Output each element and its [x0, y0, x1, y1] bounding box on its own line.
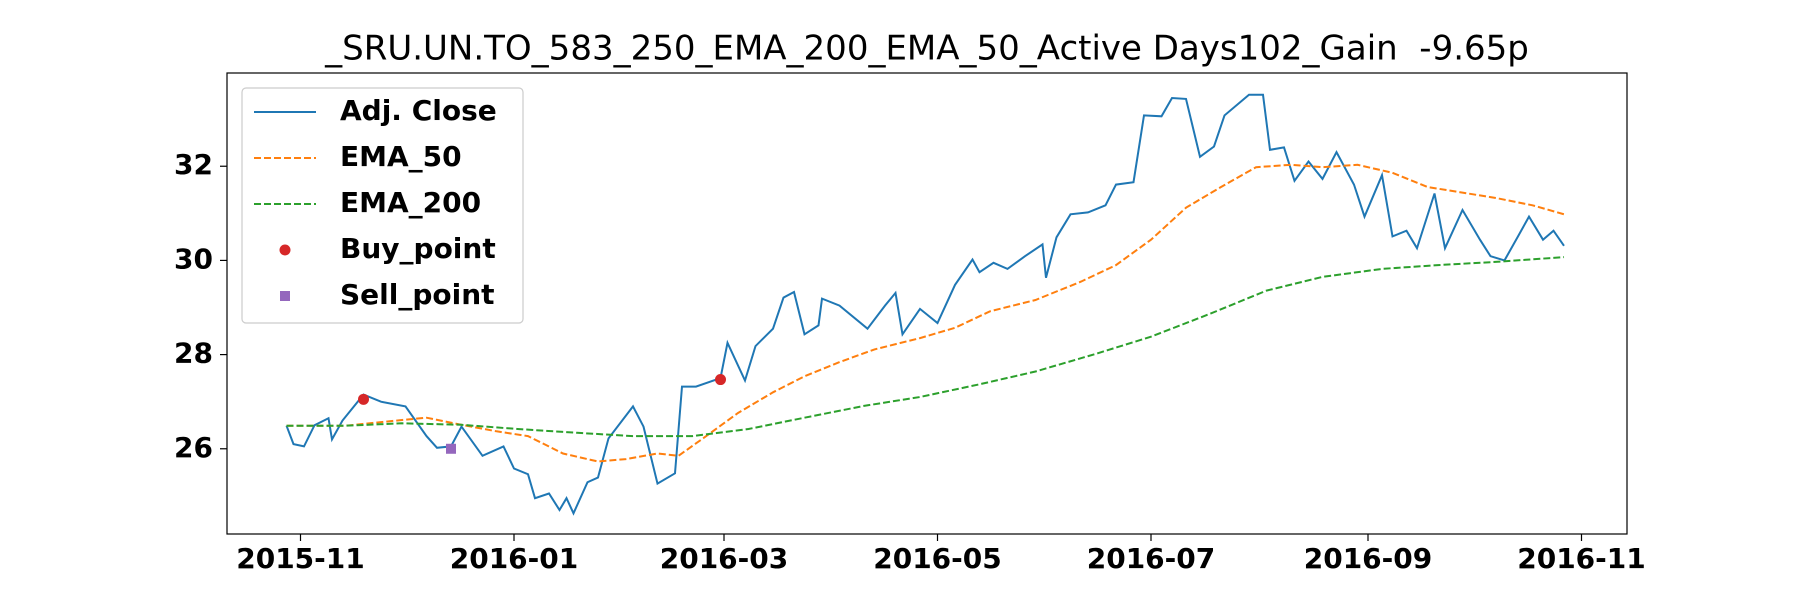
x-tick-label: 2016-03 [660, 542, 789, 575]
ema-line [286, 163, 1565, 463]
legend-label: Buy_point [340, 232, 496, 265]
legend-frame [241, 87, 524, 324]
legend-label: Sell_point [340, 278, 495, 311]
ema-line [286, 256, 1565, 438]
x-tick-label: 2016-07 [1087, 542, 1216, 575]
legend-label: EMA_50 [340, 140, 462, 173]
y-tick-label: 32 [174, 148, 213, 181]
trade-point [358, 393, 369, 405]
x-tick-label: 2016-11 [1517, 542, 1646, 575]
legend-marker [280, 291, 290, 301]
plot-frame [226, 72, 1628, 535]
y-tick-label: 26 [174, 431, 213, 464]
price-line [285, 93, 1565, 516]
legend-marker [279, 244, 291, 256]
x-tick-label: 2016-01 [450, 542, 579, 575]
chart-title: _SRU.UN.TO_583_250_EMA_200_EMA_50_Active… [324, 29, 1529, 69]
x-tick-label: 2016-05 [873, 542, 1002, 575]
trade-point [446, 443, 456, 454]
x-tick-label: 2016-09 [1304, 542, 1433, 575]
x-tick-label: 2015-11 [236, 542, 365, 575]
y-tick-label: 28 [174, 337, 213, 370]
legend-label: EMA_200 [340, 186, 481, 219]
legend-label: Adj. Close [340, 94, 497, 127]
y-tick-label: 30 [174, 242, 213, 275]
trade-point [715, 374, 726, 386]
